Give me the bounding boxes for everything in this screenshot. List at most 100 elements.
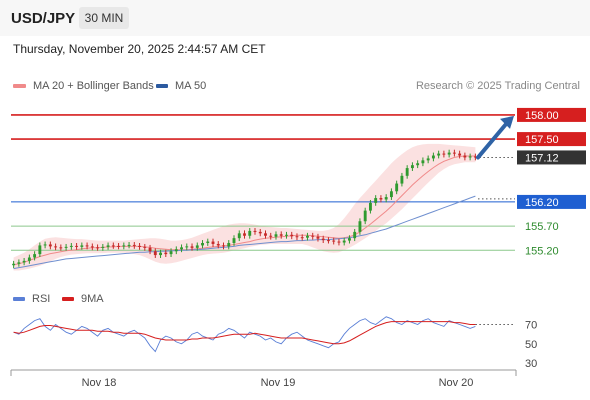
candle-body — [169, 251, 173, 255]
candle-body — [363, 210, 367, 222]
candle-body — [379, 198, 383, 200]
candle-body — [400, 175, 404, 184]
candle-body — [127, 244, 131, 246]
rsi-tick-label: 50 — [525, 339, 537, 351]
last-price-tag — [517, 150, 586, 165]
candle-body — [117, 245, 121, 247]
candle-body — [311, 235, 315, 237]
candle-body — [269, 235, 273, 237]
candle-body — [211, 241, 215, 244]
candle-body — [321, 238, 325, 241]
rsi-tick-label: 70 — [525, 320, 537, 332]
legend-rsi-label: RSI — [32, 293, 51, 305]
candle-body — [285, 234, 288, 236]
candle-body — [69, 245, 73, 247]
candle-body — [447, 152, 451, 155]
candle-body — [243, 233, 246, 236]
resistance-1-label: 157.50 — [525, 134, 559, 146]
candle-body — [368, 202, 372, 211]
candle-body — [153, 251, 157, 256]
candle-body — [253, 230, 257, 232]
candle-body — [138, 245, 141, 247]
candle-body — [348, 238, 351, 241]
candle-body — [90, 246, 94, 248]
candle-body — [180, 247, 183, 250]
candle-body — [222, 245, 225, 247]
resistance-1-tag — [517, 132, 586, 147]
candle-body — [96, 247, 100, 249]
candle-body — [174, 249, 178, 252]
ma20-line — [13, 155, 476, 266]
candle-body — [410, 165, 414, 169]
pivot-label: 156.20 — [525, 197, 559, 209]
candle-body — [316, 236, 320, 239]
candle-body — [22, 260, 26, 263]
candle-body — [473, 156, 477, 158]
candle-body — [300, 237, 304, 239]
candle-body — [17, 262, 21, 264]
rsi-ma-line — [13, 321, 476, 345]
x-tick-label: Nov 20 — [439, 377, 474, 389]
candle-body — [85, 245, 89, 247]
resistance-2-tag — [517, 107, 586, 122]
candle-body — [75, 245, 79, 247]
x-tick-label: Nov 19 — [261, 377, 296, 389]
candle-body — [164, 252, 168, 255]
legend-rsi: RSI — [13, 293, 50, 305]
candle-body — [374, 198, 378, 203]
candle-body — [421, 160, 425, 164]
instrument-title: USD/JPY — [11, 10, 76, 27]
candle-body — [416, 163, 420, 166]
legend-ma50-label: MA 50 — [175, 80, 207, 92]
candle-body — [232, 238, 236, 243]
candle-body — [201, 243, 204, 246]
candle-body — [395, 183, 399, 192]
legend-rsi-ma-label: 9MA — [81, 293, 104, 305]
candle-body — [279, 234, 283, 236]
candle-body — [54, 246, 58, 248]
candle-body — [64, 246, 68, 248]
candle-body — [405, 168, 409, 176]
rsi-swatch — [13, 297, 25, 301]
candle-body — [216, 243, 220, 246]
candle-body — [27, 257, 31, 261]
candle-body — [332, 240, 336, 242]
support-2-label: 155.20 — [525, 245, 559, 257]
candle-body — [463, 155, 467, 158]
timeframe-button[interactable]: 30 MIN — [79, 7, 129, 29]
candle-body — [12, 263, 16, 266]
rsi-tick-label: 30 — [525, 358, 537, 370]
candle-body — [185, 246, 189, 248]
candle-body — [306, 235, 309, 238]
chart-datetime: Thursday, November 20, 2025 2:44:57 AM C… — [13, 42, 266, 56]
candle-body — [190, 246, 194, 248]
candle-body — [327, 240, 330, 242]
candle-body — [264, 233, 267, 236]
candle-body — [258, 231, 262, 234]
candle-body — [248, 230, 252, 236]
forecast-arrow-shaft — [476, 120, 509, 160]
candle-body — [452, 152, 456, 154]
candle-body — [33, 254, 37, 258]
candle-body — [442, 153, 446, 155]
candle-body — [206, 241, 210, 243]
forecast-arrow-head — [500, 115, 514, 129]
candle-body — [437, 153, 441, 156]
last-price-label: 157.12 — [525, 152, 559, 164]
ma50-line — [13, 195, 476, 270]
rsi-line — [13, 316, 476, 353]
candle-body — [295, 236, 299, 238]
legend-ma50: MA 50 — [156, 80, 206, 92]
research-credit: Research © 2025 Trading Central — [415, 80, 580, 92]
legend-ma20: MA 20 + Bollinger Bands — [13, 80, 154, 92]
candle-body — [143, 246, 147, 248]
ma50-swatch — [156, 84, 168, 88]
legend-rsi-ma: 9MA — [62, 293, 104, 305]
candle-body — [227, 243, 231, 247]
candle-body — [458, 153, 462, 156]
candle-body — [426, 158, 430, 161]
candle-body — [431, 155, 435, 159]
candle-body — [159, 252, 162, 256]
ma20-swatch — [13, 84, 26, 88]
